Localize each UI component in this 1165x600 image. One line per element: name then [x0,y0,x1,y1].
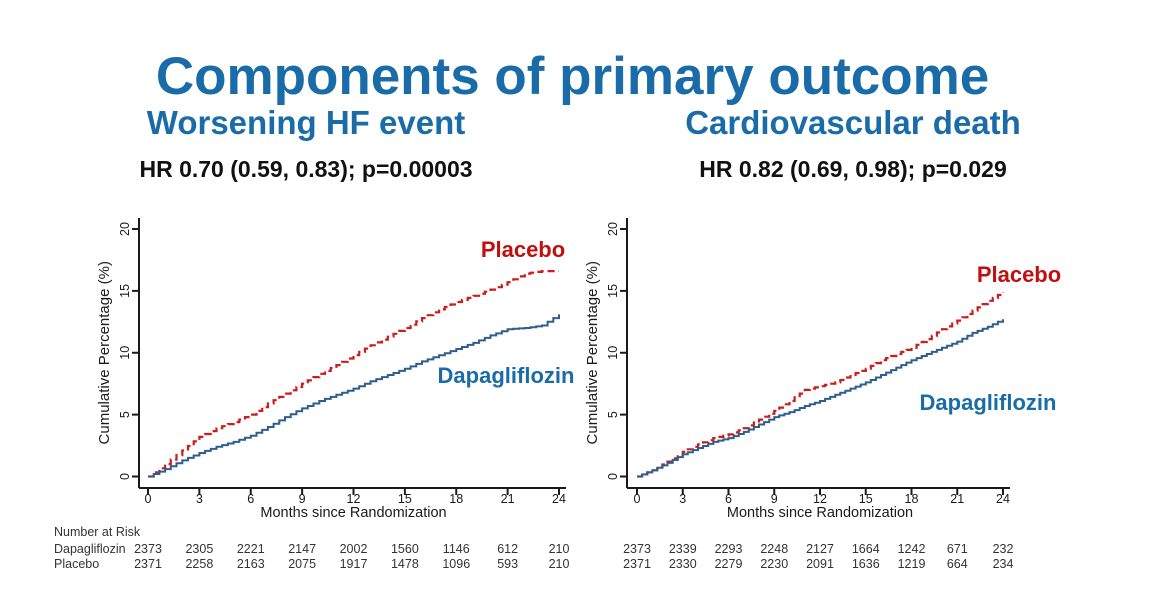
risk-value: 1664 [852,542,880,556]
dapagliflozin-curve [148,314,560,478]
x-axis-title: Months since Randomization [260,505,446,521]
risk-value: 232 [993,542,1014,556]
x-tick-label: 15 [398,492,412,506]
y-tick-label: 0 [118,473,132,480]
risk-value: 2293 [715,542,743,556]
risk-value: 664 [947,557,968,571]
risk-value: 210 [549,542,570,556]
risk-value: 1242 [898,542,926,556]
panel-header-worsening-hf: Worsening HF event [146,104,466,141]
risk-value: 1917 [340,557,368,571]
x-tick-label: 3 [196,492,203,506]
x-tick-label: 18 [905,492,919,506]
risk-value: 1096 [442,557,470,571]
x-tick-label: 12 [813,492,827,506]
x-tick-label: 18 [449,492,463,506]
x-axis-title: Months since Randomization [727,505,913,521]
y-tick-label: 20 [118,222,132,236]
risk-value: 2279 [715,557,743,571]
x-tick-label: 12 [347,492,361,506]
y-tick-label: 10 [606,346,620,360]
dapagliflozin-curve-label: Dapagliflozin [920,390,1057,415]
risk-value: 234 [993,557,1014,571]
risk-value: 2339 [669,542,697,556]
x-tick-label: 24 [552,492,566,506]
hr-stat-cv-death: HR 0.82 (0.69, 0.98); p=0.029 [699,156,1007,182]
x-tick-label: 21 [950,492,964,506]
risk-value: 210 [549,557,570,571]
risk-value: 2305 [185,542,213,556]
risk-value: 612 [497,542,518,556]
risk-value: 2163 [237,557,265,571]
dapagliflozin-curve [637,319,1004,478]
risk-value: 671 [947,542,968,556]
km-chart-worsening-hf: 0 5 10 15 20 0 3 6 9 12 15 18 21 24 Cumulative Percent… [54,218,575,571]
risk-value: 1219 [898,557,926,571]
x-tick-label: 21 [501,492,515,506]
risk-row-label: Dapagliflozin [54,542,126,556]
risk-value: 1478 [391,557,419,571]
risk-value: 2075 [288,557,316,571]
risk-table-header: Number at Risk [54,525,141,539]
y-axis-title: Cumulative Percentage (%) [96,261,113,444]
risk-value: 2248 [760,542,788,556]
risk-value: 2371 [623,557,651,571]
y-tick-label: 0 [606,473,620,480]
risk-value: 2330 [669,557,697,571]
dapagliflozin-curve-label: Dapagliflozin [438,363,575,388]
risk-value: 2371 [134,557,162,571]
risk-value: 2002 [340,542,368,556]
x-tick-label: 0 [634,492,641,506]
y-tick-label: 5 [606,411,620,418]
y-tick-label: 15 [606,284,620,298]
x-tick-label: 6 [725,492,732,506]
risk-value: 2147 [288,542,316,556]
risk-row-label: Placebo [54,557,99,571]
x-tick-label: 6 [247,492,254,506]
hr-stat-worsening-hf: HR 0.70 (0.59, 0.83); p=0.00003 [139,156,473,182]
x-tick-label: 9 [299,492,306,506]
slide-title: Components of primary outcome [155,46,990,106]
placebo-curve [637,292,1005,478]
risk-value: 1636 [852,557,880,571]
x-tick-label: 9 [771,492,778,506]
y-tick-label: 5 [118,411,132,418]
placebo-curve-label: Placebo [977,262,1061,287]
y-tick-label: 10 [118,346,132,360]
risk-value: 1560 [391,542,419,556]
y-tick-label: 15 [118,284,132,298]
risk-value: 2373 [134,542,162,556]
risk-value: 2091 [806,557,834,571]
x-tick-label: 3 [679,492,686,506]
y-axis-title: Cumulative Percentage (%) [584,261,601,444]
y-tick-label: 20 [606,222,620,236]
x-tick-label: 0 [145,492,152,506]
risk-value: 2258 [185,557,213,571]
risk-value: 2221 [237,542,265,556]
x-tick-label: 15 [859,492,873,506]
x-tick-label: 24 [996,492,1010,506]
risk-value: 2127 [806,542,834,556]
placebo-curve-label: Placebo [481,237,565,262]
risk-value: 2230 [760,557,788,571]
placebo-curve [148,270,559,478]
km-chart-cv-death: 0 5 10 15 20 0 3 6 9 12 15 18 21 24 Cumulative Percent… [584,218,1061,571]
risk-value: 593 [497,557,518,571]
risk-value: 1146 [443,542,470,556]
risk-value: 2373 [623,542,651,556]
panel-header-cv-death: Cardiovascular death [685,104,1021,141]
